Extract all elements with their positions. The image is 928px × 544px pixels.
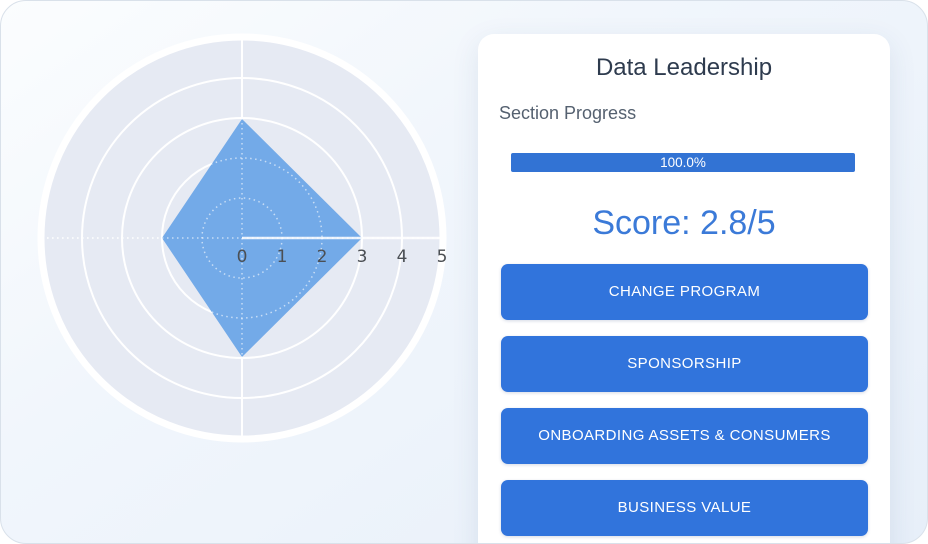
tick-label-0: 0 — [237, 247, 248, 267]
tick-label-2: 2 — [317, 247, 328, 267]
section-progress-bar: 100.0% — [511, 153, 855, 172]
radar-chart: 0 1 2 3 4 5 — [1, 1, 471, 543]
section-card: Data Leadership Section Progress 100.0% … — [478, 34, 890, 543]
business-value-button[interactable]: BUSINESS VALUE — [501, 480, 868, 536]
tick-label-1: 1 — [277, 247, 288, 267]
change-program-button[interactable]: CHANGE PROGRAM — [501, 264, 868, 320]
radar-chart-svg: 0 1 2 3 4 5 — [37, 33, 448, 443]
progress-percent-label: 100.0% — [660, 155, 706, 170]
card-title: Data Leadership — [595, 54, 773, 81]
onboarding-assets-consumers-button[interactable]: ONBOARDING ASSETS & CONSUMERS — [501, 408, 868, 464]
section-buttons: CHANGE PROGRAM SPONSORSHIP ONBOARDING AS… — [501, 264, 868, 536]
tick-label-3: 3 — [357, 247, 368, 267]
radar-tick-labels: 0 1 2 3 4 5 — [237, 247, 448, 267]
section-progress-label: Section Progress — [499, 103, 637, 123]
sponsorship-button[interactable]: SPONSORSHIP — [501, 336, 868, 392]
tick-label-5: 5 — [437, 247, 448, 267]
score-text: Score: 2.8/5 — [592, 204, 776, 242]
tick-label-4: 4 — [397, 247, 408, 267]
